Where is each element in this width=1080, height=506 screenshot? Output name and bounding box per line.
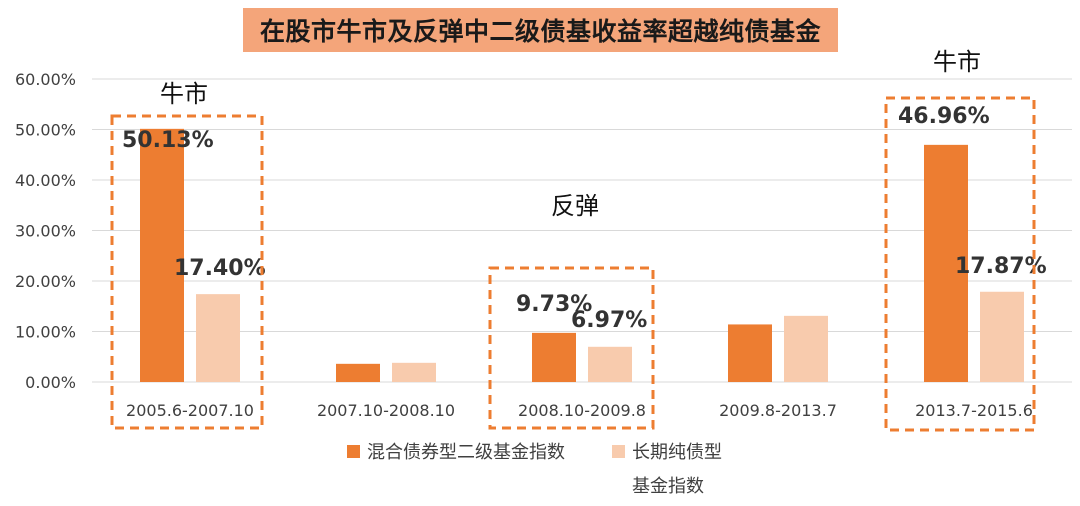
x-tick-label: 2013.7-2015.6 xyxy=(915,401,1033,420)
bar-secondary-bond xyxy=(728,324,772,382)
highlight-note: 牛市 xyxy=(160,80,208,108)
legend-label: 基金指数 xyxy=(632,476,704,497)
bar-secondary-bond xyxy=(336,363,380,382)
highlight-note: 牛市 xyxy=(933,48,981,76)
data-label: 50.13% xyxy=(122,128,214,153)
chart-title: 在股市牛市及反弹中二级债基收益率超越纯债基金 xyxy=(243,8,838,52)
y-tick-label: 40.00% xyxy=(15,171,76,190)
y-tick-label: 50.00% xyxy=(15,121,76,140)
bar-pure-bond xyxy=(980,291,1024,382)
legend-swatch-pure-bond xyxy=(612,445,625,458)
x-tick-label: 2005.6-2007.10 xyxy=(126,401,254,420)
bar-pure-bond xyxy=(392,362,436,382)
data-label: 6.97% xyxy=(571,308,647,333)
highlight-box xyxy=(110,114,264,430)
data-label: 9.73% xyxy=(516,292,592,317)
highlight-note: 反弹 xyxy=(551,192,599,220)
bar-pure-bond xyxy=(784,315,828,382)
y-tick-label: 30.00% xyxy=(15,222,76,241)
legend-label: 长期纯债型 xyxy=(632,442,722,463)
data-label: 17.40% xyxy=(174,256,266,281)
bar-secondary-bond xyxy=(924,144,968,382)
bar-secondary-bond xyxy=(140,128,184,382)
legend-swatch-secondary-bond xyxy=(347,445,360,458)
y-tick-label: 10.00% xyxy=(15,323,76,342)
y-tick-label: 20.00% xyxy=(15,272,76,291)
x-tick-label: 2009.8-2013.7 xyxy=(719,401,837,420)
x-tick-label: 2007.10-2008.10 xyxy=(317,401,455,420)
legend-label: 混合债券型二级基金指数 xyxy=(367,442,565,463)
x-tick-label: 2008.10-2009.8 xyxy=(518,401,646,420)
bar-pure-bond xyxy=(196,294,240,382)
y-tick-label: 60.00% xyxy=(15,70,76,89)
data-label: 17.87% xyxy=(955,254,1047,279)
bar-secondary-bond xyxy=(532,332,576,382)
bar-pure-bond xyxy=(588,346,632,382)
data-label: 46.96% xyxy=(898,104,990,129)
highlight-box xyxy=(488,266,655,430)
y-tick-label: 0.00% xyxy=(25,373,76,392)
